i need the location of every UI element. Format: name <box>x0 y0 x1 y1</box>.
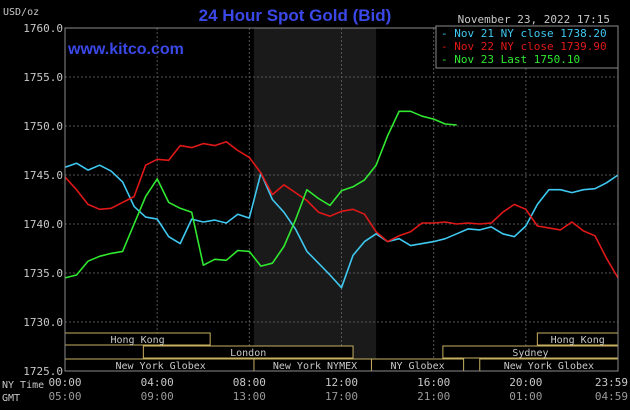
session-label: New York NYMEX <box>273 361 357 372</box>
x-tick-label-gmt: 05:00 <box>48 390 81 403</box>
x-row-label-ny: NY Time <box>2 380 44 391</box>
plot-frame <box>64 27 619 372</box>
x-tick-label-ny: 04:00 <box>141 376 174 389</box>
legend-entry: - Nov 23 Last 1750.10 <box>441 53 580 66</box>
y-tick-label: 1735.0 <box>23 267 63 280</box>
x-tick-label-gmt: 09:00 <box>141 390 174 403</box>
session-band: London <box>142 345 354 359</box>
y-tick-label: 1740.0 <box>23 218 63 231</box>
y-tick-label: 1725.0 <box>23 365 63 378</box>
x-tick-label-ny: 08:00 <box>233 376 266 389</box>
session-label: Sydney <box>512 348 548 359</box>
x-tick-label-ny: 20:00 <box>509 376 542 389</box>
unit-label: USD/oz <box>3 7 39 18</box>
x-tick-label-gmt: 01:00 <box>509 390 542 403</box>
x-tick-label-gmt: 21:00 <box>417 390 450 403</box>
nymex-highlight-region <box>253 28 377 371</box>
x-row-label-gmt: GMT <box>2 393 20 404</box>
session-label: NY Globex <box>390 361 444 372</box>
x-tick-label-ny: 12:00 <box>325 376 358 389</box>
x-tick-label-ny: 16:00 <box>417 376 450 389</box>
series-lines <box>64 110 619 289</box>
chart-title: 24 Hour Spot Gold (Bid) <box>199 6 392 25</box>
session-band: New York Globex <box>479 358 619 372</box>
series-line-2 <box>64 140 619 279</box>
session-band: Hong Kong <box>64 332 211 346</box>
y-tick-label: 1755.0 <box>23 71 63 84</box>
y-tick-label: 1730.0 <box>23 316 63 329</box>
legend-entry: - Nov 22 NY close 1739.90 <box>441 40 607 53</box>
x-tick-label-gmt: 04:59 <box>595 390 628 403</box>
legend-entry: - Nov 21 NY close 1738.20 <box>441 27 607 40</box>
legend: - Nov 21 NY close 1738.20- Nov 22 NY clo… <box>435 25 619 69</box>
session-band: Sydney <box>442 345 619 359</box>
session-band: New York Globex <box>64 358 257 372</box>
y-tick-label: 1760.0 <box>23 22 63 35</box>
session-label: Hong Kong <box>551 335 605 346</box>
session-band: New York NYMEX <box>253 358 377 372</box>
session-band: Hong Kong <box>536 332 619 346</box>
x-tick-label-ny: 00:00 <box>48 376 81 389</box>
chart-timestamp: November 23, 2022 17:15 <box>458 13 610 26</box>
axes: 1760.0 1755.0 1750.0 1745.0 1740.0 1735.0 1730… <box>23 22 628 403</box>
session-label: New York Globex <box>115 361 205 372</box>
y-tick-label: 1750.0 <box>23 120 63 133</box>
session-label: London <box>230 348 266 359</box>
session-label: Hong Kong <box>110 335 164 346</box>
market-sessions: Hong Kong Hong Kong London Sydney New York G… <box>64 332 619 372</box>
y-tick-label: 1745.0 <box>23 169 63 182</box>
session-band-box <box>142 345 354 359</box>
x-tick-label-gmt: 13:00 <box>233 390 266 403</box>
x-tick-label-gmt: 17:00 <box>325 390 358 403</box>
session-band: NY Globex <box>370 358 465 372</box>
series-line-1 <box>64 162 619 289</box>
series-line-3 <box>64 110 457 279</box>
x-tick-label-ny: 23:59 <box>595 376 628 389</box>
legend-box <box>435 25 619 69</box>
session-label: New York Globex <box>504 361 594 372</box>
site-url: www.kitco.com <box>67 41 184 58</box>
